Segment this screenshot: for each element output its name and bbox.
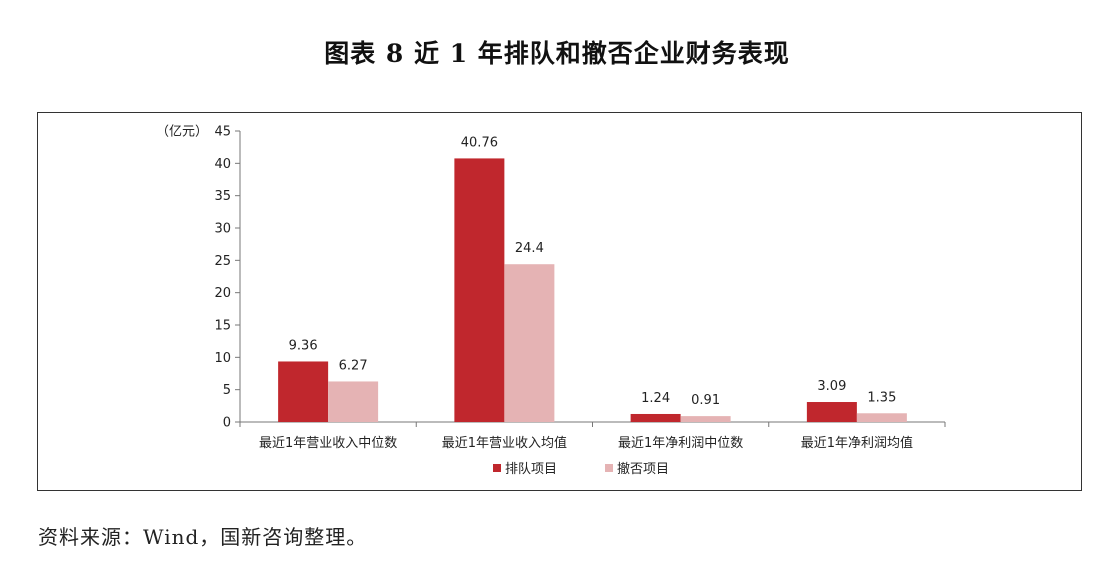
category-label: 最近1年净利润均值 [801, 435, 913, 451]
bar [278, 361, 329, 422]
data-label: 24.4 [515, 241, 544, 256]
y-tick-label: 40 [214, 157, 231, 172]
y-tick-label: 45 [214, 125, 231, 140]
data-label: 1.35 [867, 390, 896, 405]
y-unit-label: （亿元） [156, 125, 208, 140]
legend-label: 排队项目 [505, 462, 557, 477]
legend-swatch [493, 464, 501, 472]
chart-title: 图表 8 近 1 年排队和撤否企业财务表现 [324, 39, 790, 68]
data-label: 6.27 [339, 358, 368, 373]
data-label: 40.76 [461, 135, 498, 150]
y-tick-label: 35 [214, 189, 231, 204]
legend-swatch [605, 464, 613, 472]
legend-label: 撤否项目 [617, 461, 669, 477]
y-tick-label: 15 [214, 319, 231, 334]
bar [680, 416, 731, 422]
bar [454, 158, 505, 422]
y-tick-label: 5 [223, 383, 231, 398]
bar [806, 402, 857, 422]
y-tick-label: 20 [214, 286, 231, 301]
bar [504, 264, 555, 422]
category-label: 最近1年净利润中位数 [618, 436, 743, 451]
y-tick-label: 25 [214, 254, 231, 269]
data-label: 9.36 [289, 338, 318, 353]
bar [630, 413, 681, 422]
y-tick-label: 10 [214, 351, 231, 366]
bar [856, 413, 907, 422]
category-label: 最近1年营业收入中位数 [259, 436, 397, 451]
category-label: 最近1年营业收入均值 [442, 435, 567, 451]
data-label: 0.91 [691, 393, 720, 408]
data-label: 1.24 [641, 391, 670, 406]
bar [328, 381, 379, 422]
source-note: 资料来源：Wind，国新咨询整理。 [38, 525, 368, 549]
y-tick-label: 30 [214, 222, 231, 237]
data-label: 3.09 [817, 379, 846, 394]
y-tick-label: 0 [223, 416, 231, 431]
chart-frame [37, 112, 1082, 491]
